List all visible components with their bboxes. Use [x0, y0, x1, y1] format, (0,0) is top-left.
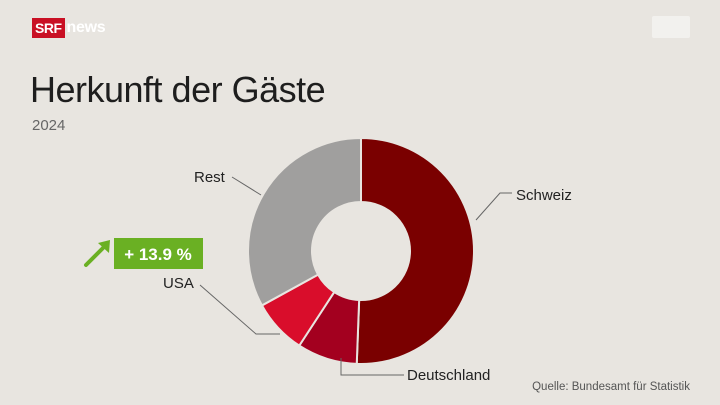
- leader-line-rest: [231, 176, 262, 196]
- chart-title: Herkunft der Gäste: [30, 69, 326, 110]
- label-rest: Rest: [194, 169, 226, 186]
- srf-news-logo: SRF news: [32, 18, 106, 38]
- growth-badge-text: + 13.9 %: [124, 245, 192, 264]
- growth-annotation: + 13.9 %: [84, 238, 203, 269]
- source-note: Quelle: Bundesamt für Statistik: [532, 381, 690, 393]
- slice-rest: [247, 136, 362, 307]
- label-usa: USA: [163, 275, 194, 292]
- label-schweiz: Schweiz: [516, 187, 572, 204]
- donut-slices: [247, 136, 475, 365]
- growth-badge: [114, 238, 203, 269]
- logo-srf: SRF: [32, 18, 65, 38]
- chart-subtitle: 2024: [32, 117, 66, 134]
- leader-line-schweiz: [475, 192, 512, 221]
- logo-news: news: [66, 19, 106, 36]
- leader-line-usa: [199, 284, 280, 335]
- channel-bug-icon: [652, 16, 690, 38]
- arrow-up-right-icon: [84, 240, 110, 267]
- slice-schweiz: [355, 136, 475, 365]
- label-deutschland: Deutschland: [407, 367, 490, 384]
- leader-line-deutschland: [340, 358, 404, 376]
